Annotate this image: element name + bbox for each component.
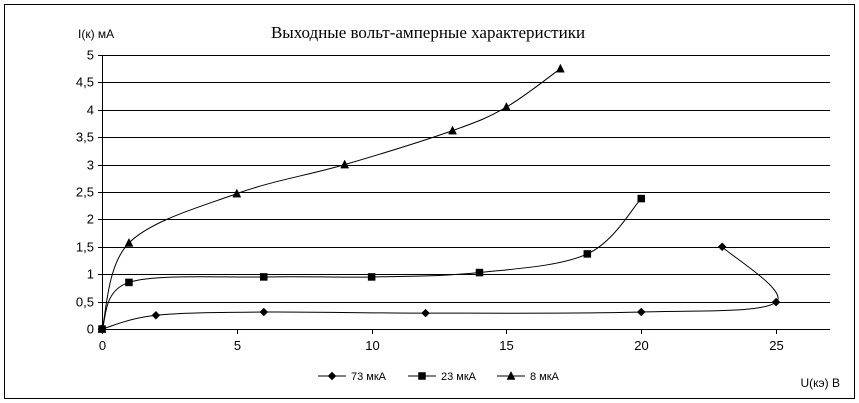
legend: 73 мкА 23 мкА 8 мкА	[318, 370, 560, 383]
x-tick-label: 0	[99, 338, 106, 353]
data-point	[124, 237, 134, 247]
data-point	[475, 268, 484, 277]
legend-label: 23 мкА	[441, 371, 477, 383]
data-point	[448, 125, 457, 135]
data-point	[232, 188, 242, 198]
data-point	[555, 63, 565, 73]
data-point	[583, 250, 592, 258]
data-point	[502, 102, 511, 111]
y-tick-label: 5	[87, 48, 94, 63]
legend-marker	[418, 372, 426, 380]
y-tick-label: 4,5	[76, 75, 94, 90]
axes: 0 0,5 1 1,5 2 2,5 3 3,5 4 4,5 5 0 5 10 15 20 25	[76, 48, 830, 353]
data-point	[125, 278, 133, 287]
data-point	[259, 307, 269, 317]
y-tick-label: 0,5	[76, 295, 94, 310]
y-tick-label: 4	[87, 103, 94, 118]
data-point	[636, 307, 646, 317]
data-point	[421, 308, 430, 318]
legend-item: 73 мкА	[318, 371, 387, 383]
data-point	[151, 310, 161, 320]
legend-marker	[327, 371, 337, 381]
data-point	[771, 297, 781, 307]
y-tick-label: 2	[87, 212, 94, 227]
chart-title: Выходные вольт-амперные характеристики	[271, 23, 585, 42]
y-tick-label: 0	[87, 322, 94, 337]
legend-marker	[506, 370, 516, 380]
data-point	[260, 273, 268, 281]
grid	[102, 55, 830, 303]
plot-area	[97, 63, 781, 334]
x-tick-label: 20	[634, 338, 648, 353]
legend-label: 73 мкА	[351, 371, 387, 383]
y-tick-label: 1,5	[76, 240, 94, 255]
series-1	[97, 242, 781, 334]
y-axis-label: I(к) мА	[78, 27, 114, 41]
x-tick-label: 5	[234, 338, 241, 353]
x-tick-label: 25	[769, 338, 783, 353]
data-point	[97, 323, 107, 333]
x-tick-label: 15	[499, 338, 513, 353]
y-tick-label: 1	[87, 267, 94, 282]
legend-item: 8 мкА	[497, 370, 560, 383]
series-2	[98, 194, 646, 333]
data-point	[340, 159, 350, 169]
series-3	[97, 63, 565, 333]
x-axis-label: U(кэ) В	[800, 376, 840, 390]
chart-frame	[4, 4, 855, 399]
data-point	[717, 242, 727, 252]
y-tick-label: 2,5	[76, 185, 94, 200]
y-tick-label: 3	[87, 158, 94, 173]
data-point	[367, 273, 376, 281]
x-tick-label: 10	[365, 338, 379, 353]
data-point	[637, 194, 646, 203]
y-tick-label: 3,5	[76, 130, 94, 145]
legend-label: 8 мкА	[530, 371, 560, 383]
legend-item: 23 мкА	[408, 371, 477, 383]
